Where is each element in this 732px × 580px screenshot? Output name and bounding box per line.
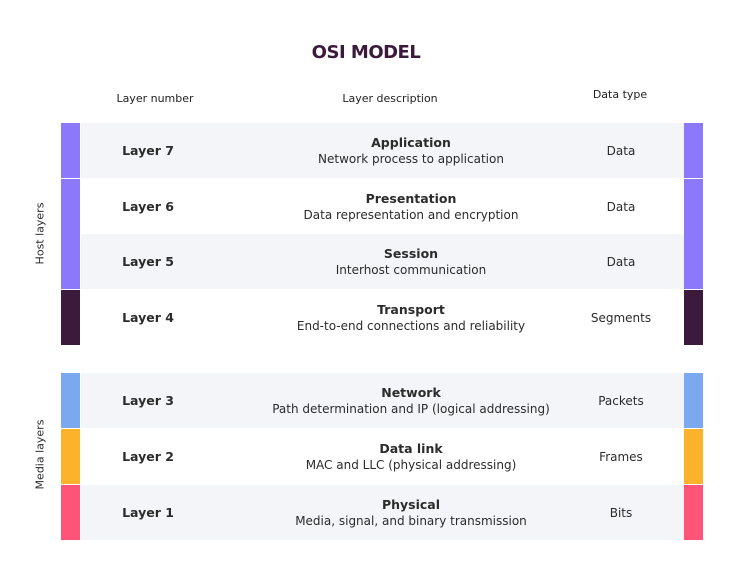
- media-layers-label: Media layers: [33, 419, 47, 490]
- layer-data-type: Bits: [609, 505, 633, 520]
- layer-data-type: Data: [606, 143, 636, 158]
- layer-description: Physical Media, signal, and binary transm…: [211, 497, 611, 528]
- layer-color-bar-right: [684, 429, 703, 484]
- layer-number: Layer 4: [122, 310, 174, 325]
- layer-row: Layer 3 Network Path determination and IP…: [61, 373, 703, 428]
- layer-number: Layer 2: [122, 449, 174, 464]
- row-background: [81, 485, 684, 540]
- layer-number: Layer 5: [122, 254, 174, 269]
- layer-detail: Path determination and IP (logical addre…: [272, 402, 550, 416]
- layer-data-type: Packets: [598, 393, 644, 408]
- layer-row: Layer 5 Session Interhost communication D…: [61, 234, 703, 289]
- layer-color-bar-right: [684, 179, 703, 234]
- row-background: [81, 123, 684, 178]
- layer-name: Network: [381, 385, 441, 400]
- layer-row: Layer 4 Transport End-to-end connections …: [61, 290, 703, 345]
- header-layer-description: Layer description: [342, 92, 438, 105]
- layer-number: Layer 3: [122, 393, 174, 408]
- layer-color-bar-right: [684, 373, 703, 428]
- layer-color-bar-right: [684, 485, 703, 540]
- layer-detail: Interhost communication: [335, 263, 487, 277]
- layer-data-type: Data: [606, 254, 636, 269]
- header-layer-number: Layer number: [116, 92, 194, 105]
- header-data-type: Data type: [592, 88, 648, 101]
- host-layers-label: Host layers: [33, 202, 47, 265]
- row-background: [81, 429, 684, 484]
- diagram-title: OSI MODEL: [311, 42, 421, 63]
- layer-name: Presentation: [365, 191, 457, 206]
- layer-color-bar-left: [61, 179, 80, 234]
- layer-color-bar-left: [61, 429, 80, 484]
- layer-color-bar-left: [61, 234, 80, 289]
- layer-detail: Data representation and encryption: [303, 208, 519, 222]
- layer-data-type: Frames: [599, 449, 643, 464]
- layer-detail: MAC and LLC (physical addressing): [305, 458, 517, 472]
- layer-detail: Network process to application: [318, 152, 504, 166]
- layer-description: Transport End-to-end connections and reli…: [211, 302, 611, 333]
- layer-row: Layer 1 Physical Media, signal, and binar…: [61, 485, 703, 540]
- layer-number: Layer 6: [122, 199, 174, 214]
- layer-detail: End-to-end connections and reliability: [296, 319, 526, 333]
- layer-name: Data link: [379, 441, 443, 456]
- layer-row: Layer 7 Application Network process to ap…: [61, 123, 703, 178]
- row-background: [81, 234, 684, 289]
- layer-data-type: Segments: [590, 310, 652, 325]
- layer-color-bar-left: [61, 123, 80, 178]
- layer-color-bar-left: [61, 290, 80, 345]
- layer-description: Presentation Data representation and encr…: [211, 191, 611, 222]
- layer-color-bar-left: [61, 485, 80, 540]
- layer-row: Layer 6 Presentation Data representation …: [61, 179, 703, 234]
- layer-row: Layer 2 Data link MAC and LLC (physical a…: [61, 429, 703, 484]
- layer-name: Application: [371, 135, 451, 150]
- layer-color-bar-left: [61, 373, 80, 428]
- layer-color-bar-right: [684, 290, 703, 345]
- layer-name: Session: [383, 246, 439, 261]
- layer-description: Application Network process to applicatio…: [211, 135, 611, 166]
- layer-color-bar-right: [684, 234, 703, 289]
- layer-detail: Media, signal, and binary transmission: [295, 514, 527, 528]
- layer-number: Layer 1: [122, 505, 174, 520]
- layer-name: Physical: [381, 497, 441, 512]
- row-background: [81, 373, 684, 428]
- layer-name: Transport: [377, 302, 445, 317]
- row-background: [81, 290, 684, 345]
- layer-description: Session Interhost communication: [211, 246, 611, 277]
- layer-number: Layer 7: [122, 143, 174, 158]
- row-background: [81, 179, 684, 234]
- layer-description: Network Path determination and IP (logica…: [211, 385, 611, 416]
- layer-data-type: Data: [606, 199, 636, 214]
- layer-color-bar-right: [684, 123, 703, 178]
- layer-description: Data link MAC and LLC (physical addressin…: [211, 441, 611, 472]
